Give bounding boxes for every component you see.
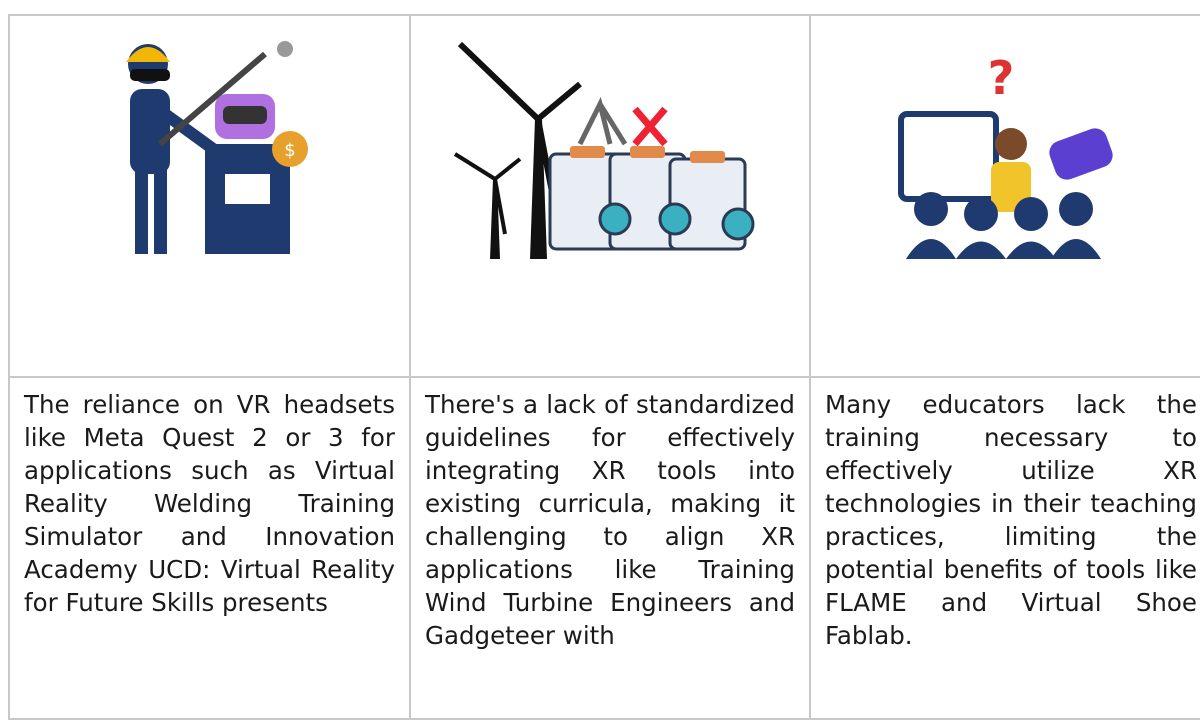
challenges-table: $ ?: [8, 14, 1200, 720]
cell-text: There's a lack of standardized guideline…: [409, 376, 811, 720]
svg-text:$: $: [284, 140, 295, 161]
wind-turbine-illustration: [453, 41, 755, 259]
cell-text: The reliance on VR headsets like Meta Qu…: [8, 376, 411, 720]
image-row: $ ?: [8, 14, 1200, 378]
image-cell: $: [8, 14, 411, 378]
image-cell: [409, 14, 811, 378]
welder-illustration: $: [125, 41, 308, 254]
image-cell: ?: [809, 14, 1200, 378]
educator-illustration: ?: [898, 51, 1113, 259]
text-row: The reliance on VR headsets like Meta Qu…: [8, 376, 1200, 720]
cell-text: Many educators lack the training necessa…: [809, 376, 1200, 720]
svg-text:?: ?: [988, 51, 1015, 105]
